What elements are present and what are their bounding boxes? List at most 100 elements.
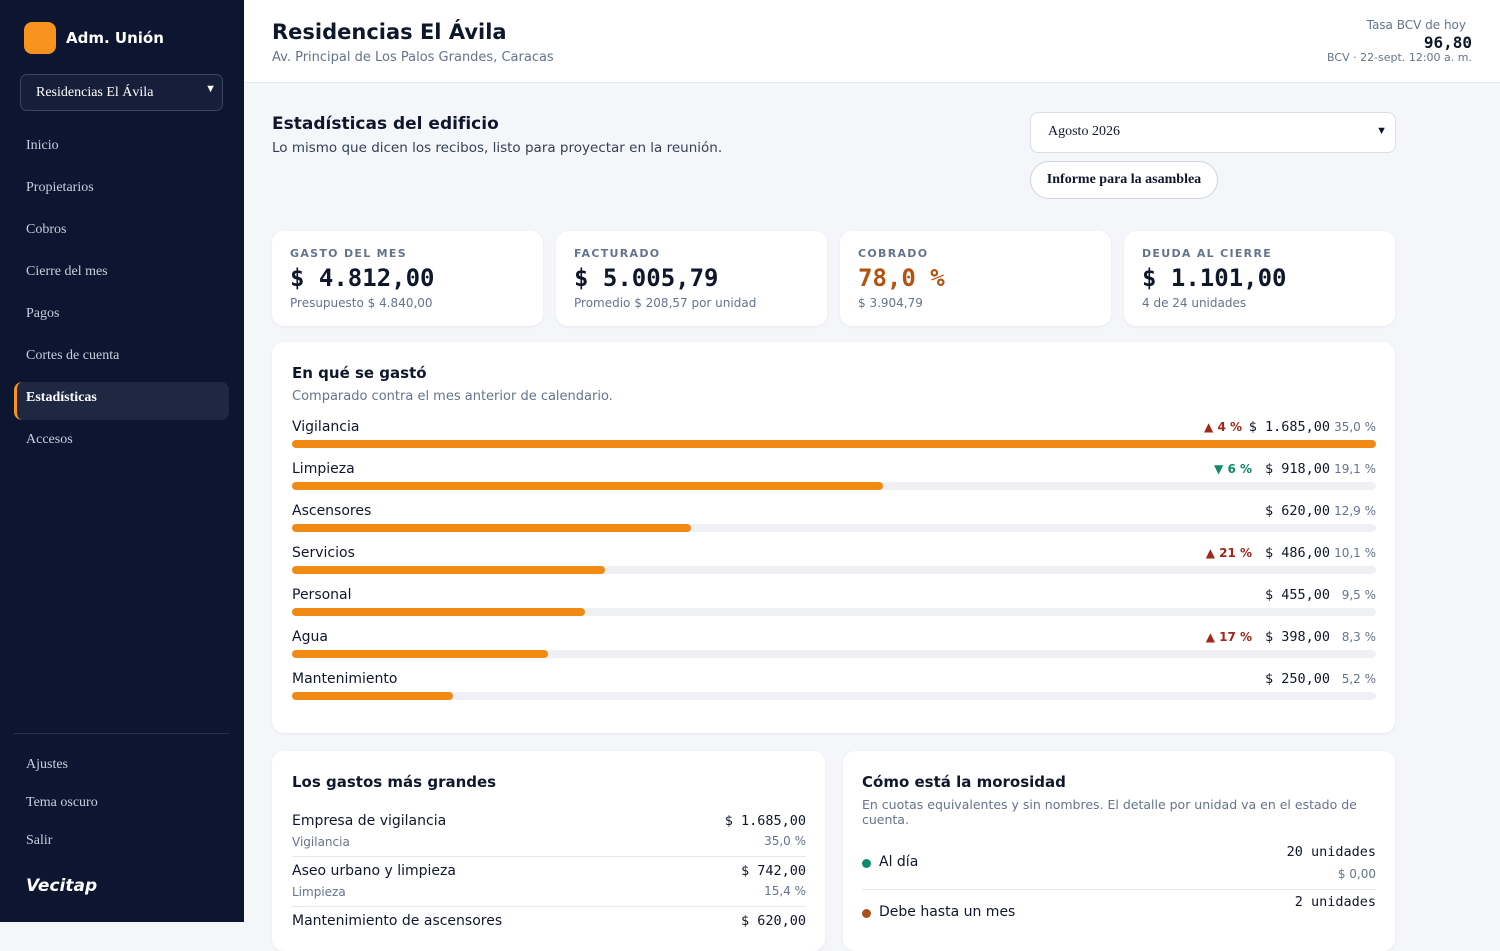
change: ▲ 21 % [1205, 546, 1252, 560]
kpi-value: 78,0 % [858, 264, 945, 292]
logo: Vecitap [26, 876, 98, 896]
bar [292, 692, 453, 700]
kpi-note: Promedio $ 208,57 por unidad [574, 296, 757, 310]
page-title: Estadísticas del edificio [272, 114, 499, 134]
status-dot [862, 859, 871, 868]
item-share: 15,4 % [764, 884, 806, 898]
spending-card: En qué se gastó Comparado contra el mes … [272, 342, 1395, 733]
item-category: Vigilancia [292, 835, 350, 849]
largest-card: Los gastos más grandes Empresa de vigila… [272, 751, 825, 951]
category-label: Mantenimiento [292, 671, 398, 687]
amount: $ 0,00 [1337, 867, 1376, 881]
building-title: Residencias El Ávila [272, 20, 507, 44]
footer-nav-item[interactable]: Tema oscuro [26, 795, 98, 810]
building-select[interactable]: Residencias El Ávila ▼ [20, 74, 223, 111]
bar-track [292, 692, 1376, 700]
kpi-card: FACTURADO $ 5.005,79 Promedio $ 208,57 por… [556, 231, 827, 326]
units: 2 unidades [1294, 894, 1376, 910]
share: 9,5 % [1341, 588, 1376, 602]
building-select-value: Residencias El Ávila [36, 85, 154, 100]
divider [292, 906, 806, 907]
nav-item[interactable]: Cobros [26, 222, 67, 237]
brand-icon [24, 22, 56, 54]
category-label: Agua [292, 629, 328, 645]
nav-item[interactable]: Estadísticas [26, 390, 97, 405]
category-label: Vigilancia [292, 419, 360, 435]
brand: Adm. Unión [66, 29, 164, 47]
amount: $ 918,00 [1264, 461, 1330, 477]
bar [292, 566, 605, 574]
status-label: Debe hasta un mes [879, 904, 1016, 920]
arrears-card: Cómo está la morosidad En cuotas equival… [843, 751, 1395, 951]
status-dot [862, 909, 871, 918]
share: 12,9 % [1334, 504, 1376, 518]
bar-track [292, 608, 1376, 616]
header: Residencias El Ávila Av. Principal de Lo… [244, 0, 1500, 83]
sidebar: Adm. Unión Residencias El Ávila ▼ Inicio P… [0, 0, 244, 922]
rate-source: BCV · 22-sept. 12:00 a. m. [1327, 51, 1472, 64]
bar [292, 608, 585, 616]
period-value: Agosto 2026 [1048, 124, 1120, 139]
bar [292, 440, 1376, 448]
kpi-value: $ 4.812,00 [290, 264, 435, 292]
category-label: Servicios [292, 545, 355, 561]
divider [862, 889, 1376, 890]
change: ▲ 4 % [1204, 420, 1242, 434]
kpi-label: COBRADO [858, 247, 929, 260]
units: 20 unidades [1286, 844, 1376, 860]
footer-nav-item[interactable]: Ajustes [26, 757, 68, 772]
bar [292, 650, 549, 658]
report-button[interactable]: Informe para la asamblea [1030, 161, 1218, 199]
nav-item[interactable]: Pagos [26, 306, 60, 321]
divider [292, 856, 806, 857]
page-subtitle: Lo mismo que dicen los recibos, listo pa… [272, 140, 723, 156]
nav-active [14, 382, 229, 420]
kpi-label: GASTO DEL MES [290, 247, 407, 260]
share: 5,2 % [1341, 672, 1376, 686]
address: Av. Principal de Los Palos Grandes, Cara… [272, 50, 554, 65]
footer-nav-item[interactable]: Salir [26, 833, 53, 848]
category-label: Personal [292, 587, 352, 603]
kpi-value: $ 5.005,79 [574, 264, 719, 292]
amount: $ 398,00 [1264, 629, 1330, 645]
kpi-label: FACTURADO [574, 247, 661, 260]
bar-track [292, 650, 1376, 658]
nav-item[interactable]: Cierre del mes [26, 264, 108, 279]
kpi-label: DEUDA AL CIERRE [1142, 247, 1273, 260]
item-name: Mantenimiento de ascensores [292, 913, 503, 929]
kpi-note: Presupuesto $ 4.840,00 [290, 296, 433, 310]
item-name: Aseo urbano y limpieza [292, 863, 456, 879]
item-category: Limpieza [292, 885, 346, 899]
nav-item[interactable]: Inicio [26, 138, 59, 153]
share: 8,3 % [1341, 630, 1376, 644]
rate: 96,80 [1423, 33, 1472, 52]
spending-title: En qué se gastó [292, 364, 427, 382]
period-select[interactable]: Agosto 2026 ▼ [1030, 112, 1396, 153]
nav-item[interactable]: Accesos [26, 432, 73, 447]
share: 10,1 % [1334, 546, 1376, 560]
bar [292, 482, 883, 490]
share: 19,1 % [1334, 462, 1376, 476]
amount: $ 620,00 [1264, 503, 1330, 519]
kpi-note: $ 3.904,79 [858, 296, 923, 310]
amount: $ 486,00 [1264, 545, 1330, 561]
nav-item[interactable]: Propietarios [26, 180, 94, 195]
amount: $ 455,00 [1264, 587, 1330, 603]
item-name: Empresa de vigilancia [292, 813, 447, 829]
nav-item[interactable]: Cortes de cuenta [26, 348, 120, 363]
bar-track [292, 524, 1376, 532]
rate-label: Tasa BCV de hoy [1366, 18, 1466, 32]
bar-track [292, 566, 1376, 574]
item-share: 35,0 % [764, 834, 806, 848]
status-label: Al día [879, 854, 919, 870]
bar [292, 524, 691, 532]
amount: $ 250,00 [1264, 671, 1330, 687]
kpi-card: GASTO DEL MES $ 4.812,00 Presupuesto $ 4.8… [272, 231, 543, 326]
item-amount: $ 1.685,00 [724, 813, 806, 829]
change: ▲ 17 % [1205, 630, 1252, 644]
kpi-value: $ 1.101,00 [1142, 264, 1287, 292]
spending-subtitle: Comparado contra el mes anterior de cale… [292, 389, 613, 404]
largest-title: Los gastos más grandes [292, 773, 497, 791]
share: 35,0 % [1334, 420, 1376, 434]
